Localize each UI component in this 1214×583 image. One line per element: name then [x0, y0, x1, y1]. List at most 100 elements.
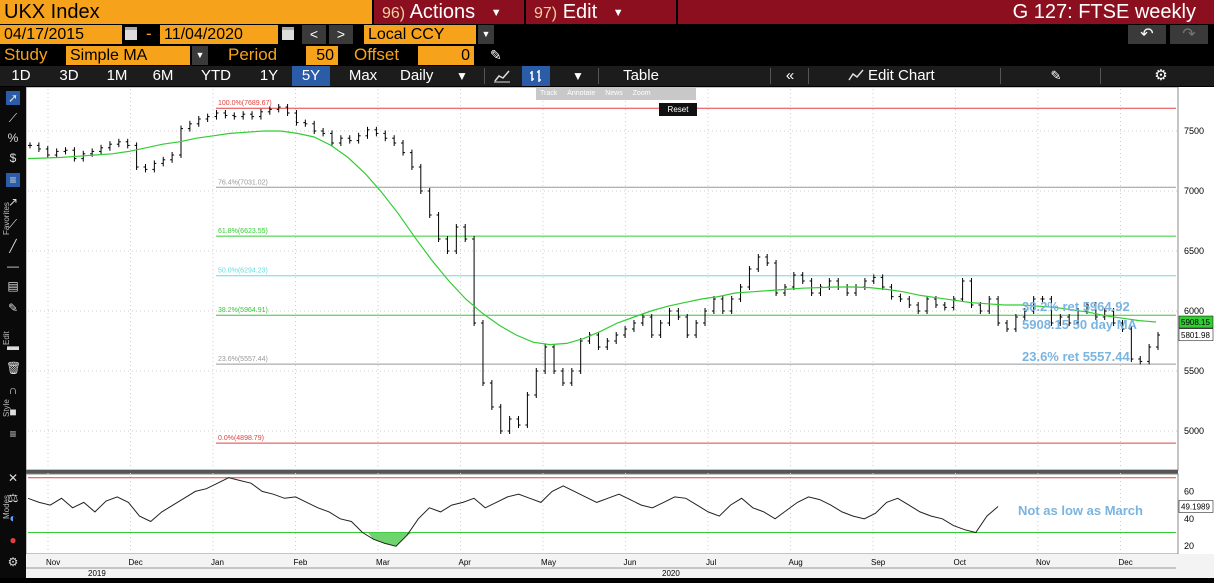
dollar-tool-icon[interactable]: $ — [9, 151, 17, 165]
date-range-bar: 04/17/2015 - 11/04/2020 < > Local CCY ▼ … — [0, 24, 1214, 44]
start-date-field[interactable]: 04/17/2015 — [0, 25, 122, 44]
channel-tool-icon[interactable]: ▤ — [7, 279, 19, 293]
crosshair-icon[interactable]: ✕ — [7, 471, 19, 485]
color-box-icon[interactable]: ■ — [9, 405, 17, 419]
drawing-tools-sidebar: ➚ ⟋ % $ ≡ ↗ ⟋ ╱ — ▤ ✎ ▬ 🗑 ∩ ■ ≡ ✕ ⚖ ◐ ● … — [0, 87, 26, 578]
style-label: Style — [2, 399, 11, 417]
study-type-select[interactable]: Simple MA — [66, 46, 190, 65]
collapse-left-icon[interactable]: « — [776, 66, 804, 86]
x-month-label: May — [541, 558, 556, 567]
pen-tool-icon[interactable]: ✎ — [7, 301, 19, 315]
end-date-field[interactable]: 11/04/2020 — [160, 25, 278, 44]
annotate-mode-button[interactable]: Annotate — [567, 90, 596, 97]
calendar-icon[interactable] — [282, 27, 294, 40]
frequency-select[interactable]: Daily — [396, 66, 456, 86]
gear-icon[interactable]: ⚙ — [7, 555, 19, 569]
period-button-1d[interactable]: 1D — [4, 66, 38, 86]
pencil-icon[interactable]: ✎ — [490, 47, 502, 63]
next-period-button[interactable]: > — [329, 25, 353, 44]
moving-average-line — [27, 130, 1157, 346]
gear-icon[interactable]: ⚙ — [1150, 66, 1172, 86]
trash-icon[interactable]: 🗑 — [6, 361, 22, 375]
edit-chart-button[interactable]: Edit Chart — [848, 66, 978, 86]
fibonacci-level-label: 0.0%(4898.79) — [218, 435, 264, 442]
period-button-3d[interactable]: 3D — [52, 66, 86, 86]
rsi-panel-frame — [25, 473, 1179, 555]
fibonacci-level-label: 23.6%(5557.44) — [218, 356, 268, 363]
rsi-value-tag: 49.1989 — [1181, 502, 1210, 511]
security-ticker[interactable]: UKX Index — [0, 0, 372, 24]
period-toolbar: 1D 3D 1M 6M YTD 1Y 5Y Max Daily ▼ ▼ Tabl… — [0, 66, 1214, 86]
track-mode-button[interactable]: Track — [540, 90, 558, 97]
scale-icon[interactable]: ⚖ — [7, 491, 19, 505]
brush-tool-icon[interactable]: ╱ — [9, 239, 17, 253]
redo-icon[interactable]: ↷ — [1170, 25, 1208, 44]
modes-label: Modes — [2, 494, 11, 519]
chevron-down-icon[interactable]: ▼ — [454, 66, 470, 86]
magnet-icon[interactable]: ∩ — [8, 383, 18, 397]
horizontal-line-icon[interactable]: — — [7, 259, 19, 273]
x-month-label: Dec — [129, 558, 143, 567]
table-button[interactable]: Table — [604, 66, 678, 86]
main-panel-frame — [25, 86, 1179, 471]
date-range-dash: - — [146, 24, 152, 43]
period-button-ytd[interactable]: YTD — [196, 66, 236, 86]
period-button-max[interactable]: Max — [340, 66, 386, 86]
rsi-tick-label: 60 — [1184, 486, 1194, 496]
news-mode-button[interactable]: News — [605, 90, 623, 97]
mode-toggle-icon[interactable]: ◐ — [9, 511, 17, 525]
x-month-label: Sep — [871, 558, 886, 567]
edit-legend-icon[interactable]: ✎ — [1044, 66, 1068, 86]
x-month-label: Mar — [376, 558, 390, 567]
chevron-down-icon[interactable]: ▼ — [478, 25, 494, 44]
y-tick-label: 7500 — [1184, 126, 1204, 136]
period-button-5y[interactable]: 5Y — [292, 66, 330, 86]
chevron-down-icon[interactable]: ▼ — [568, 66, 588, 86]
chart-area[interactable]: 100.0%(7689.67) 76.4%(7031.02) 61.8%(6623.… — [25, 86, 1214, 578]
price-chart[interactable]: 100.0%(7689.67) 76.4%(7031.02) 61.8%(6623.… — [25, 86, 1214, 578]
x-month-label: Feb — [294, 558, 308, 567]
percent-tool-icon[interactable]: % — [7, 131, 19, 145]
trend-tool-icon[interactable]: ⟋ — [8, 217, 18, 231]
currency-select[interactable]: Local CCY — [364, 25, 476, 44]
toolbar-divider — [1000, 68, 1001, 84]
actions-menu-label: Actions — [409, 1, 476, 23]
x-year-label: 2019 — [88, 569, 106, 578]
pointer-icon[interactable]: ➚ — [6, 91, 20, 105]
edit-chart-label: Edit Chart — [868, 67, 935, 84]
x-month-label: Nov — [1036, 558, 1050, 567]
line-tool-icon[interactable]: ⟋ — [8, 111, 18, 125]
y-tick-label: 5000 — [1184, 426, 1204, 436]
eraser-icon[interactable]: ▬ — [7, 339, 19, 353]
line-style-icon[interactable]: ≡ — [9, 427, 17, 441]
x-month-label: Jan — [211, 558, 224, 567]
period-button-1m[interactable]: 1M — [100, 66, 134, 86]
y-axis-ticks: 5000 5500 6000 6500 7000 7500 20 40 60 5908.15 580… — [1178, 126, 1214, 551]
reset-zoom-button[interactable]: Reset — [659, 103, 697, 116]
ray-tool-icon[interactable]: ↗ — [7, 195, 19, 209]
actions-menu-button[interactable]: 96) Actions ▼ — [374, 0, 524, 24]
period-input[interactable]: 50 — [306, 46, 338, 65]
prev-period-button[interactable]: < — [302, 25, 326, 44]
offset-input[interactable]: 0 — [418, 46, 474, 65]
chevron-down-icon[interactable]: ▼ — [192, 46, 208, 65]
calendar-icon[interactable] — [125, 27, 137, 40]
undo-icon[interactable]: ↶ — [1128, 25, 1166, 44]
period-button-6m[interactable]: 6M — [146, 66, 180, 86]
x-month-label: Apr — [459, 558, 472, 567]
period-button-1y[interactable]: 1Y — [252, 66, 286, 86]
y-tick-label: 7000 — [1184, 186, 1204, 196]
x-month-label: Aug — [789, 558, 803, 567]
line-chart-icon[interactable] — [490, 66, 514, 86]
chart-mode-toolbar: Track Annotate News Zoom — [536, 88, 696, 100]
rsi-tick-label: 40 — [1184, 514, 1194, 524]
x-month-label: Jul — [706, 558, 716, 567]
fibonacci-level-label: 76.4%(7031.02) — [218, 179, 268, 186]
edit-menu-button[interactable]: 97) Edit ▼ — [526, 0, 676, 24]
zoom-mode-button[interactable]: Zoom — [632, 90, 651, 97]
bar-chart-icon[interactable] — [522, 66, 550, 86]
rsi-tag-box — [1178, 500, 1214, 513]
fibonacci-tool-icon[interactable]: ≡ — [6, 173, 20, 187]
y-tick-label: 5500 — [1184, 366, 1204, 376]
palette-icon[interactable]: ● — [9, 533, 17, 547]
